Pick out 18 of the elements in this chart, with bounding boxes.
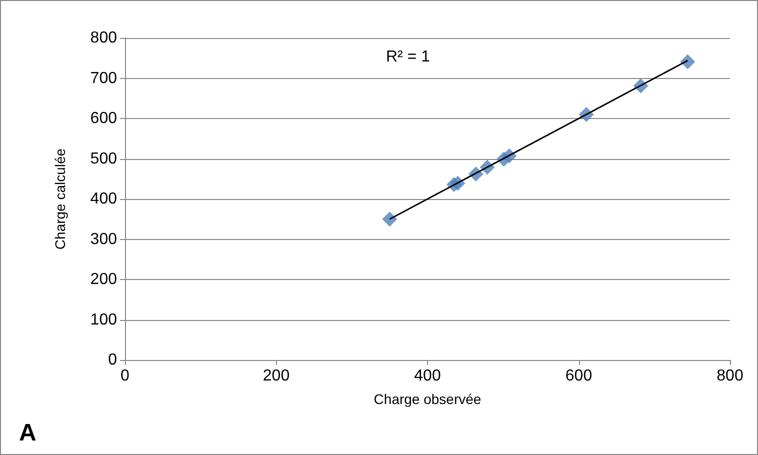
y-tick-label: 800 (90, 30, 118, 46)
y-tick-label: 0 (108, 352, 118, 368)
y-tick-label: 600 (90, 110, 118, 127)
y-tick-label: 700 (90, 70, 118, 87)
text: A (19, 420, 36, 446)
y-tick-label: 100 (90, 311, 118, 328)
x-tick-label: 800 (716, 368, 744, 384)
y-tick-label: 500 (90, 150, 118, 168)
annotation: R² = 1 (386, 48, 430, 66)
y-tick-label: 300 (90, 230, 118, 248)
x-tick-label: 0 (120, 368, 130, 384)
x-tick-label: 600 (565, 368, 592, 384)
x-tick-label: 400 (414, 368, 441, 384)
x-axis-title: Charge observée (374, 391, 482, 407)
y-axis-title: Charge calculée (52, 148, 68, 250)
y-tick-label: 200 (90, 271, 118, 288)
y-tick-label: 400 (90, 190, 118, 208)
x-tick-label: 200 (262, 368, 290, 384)
